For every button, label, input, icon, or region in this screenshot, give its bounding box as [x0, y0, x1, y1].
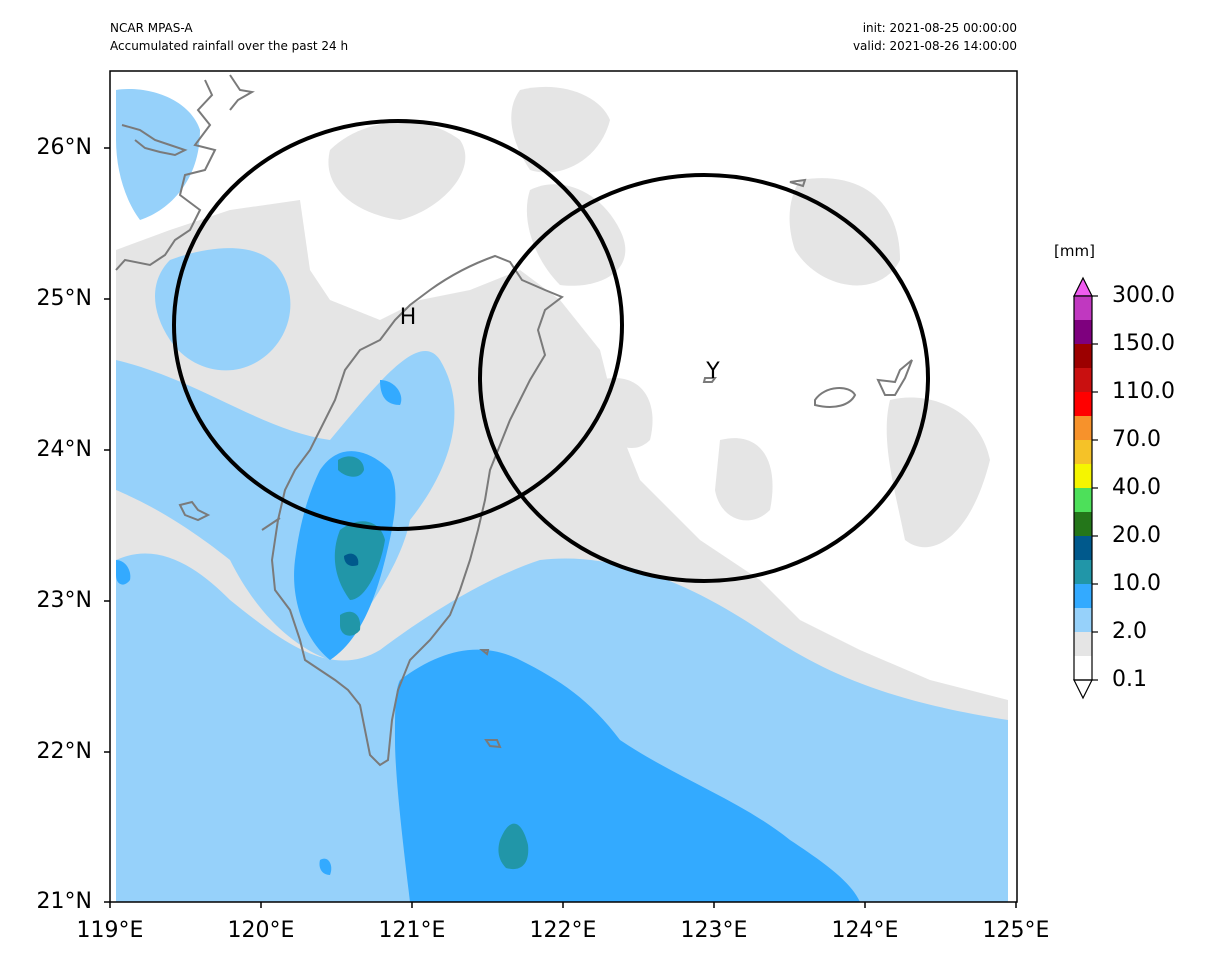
radar-range-ring-y — [478, 173, 930, 583]
y-tick-label: 26°N — [36, 135, 92, 160]
colorbar-label: 20.0 — [1112, 523, 1161, 548]
tick-marks — [104, 147, 1017, 908]
colorbar-extend-min — [1073, 679, 1093, 700]
header-left: NCAR MPAS-A Accumulated rainfall over th… — [110, 19, 348, 55]
colorbar-label: 150.0 — [1112, 331, 1175, 356]
colorbar-label: 300.0 — [1112, 283, 1175, 308]
x-tick-label: 119°E — [76, 918, 144, 943]
y-tick-label: 25°N — [36, 286, 92, 311]
init-time: init: 2021-08-25 00:00:00 — [862, 21, 1017, 35]
header-right: init: 2021-08-25 00:00:00 valid: 2021-08… — [700, 19, 1017, 55]
colorbar-units: [mm] — [1054, 242, 1095, 260]
colorbar-label: 70.0 — [1112, 427, 1161, 452]
colorbar-label: 2.0 — [1112, 619, 1147, 644]
colorbar-label: 40.0 — [1112, 475, 1161, 500]
colorbar-ticks — [1092, 295, 1098, 681]
valid-time: valid: 2021-08-26 14:00:00 — [852, 39, 1017, 53]
x-tick-label: 123°E — [680, 918, 748, 943]
radar-range-ring-h — [172, 119, 624, 531]
colorbar-extend-max — [1073, 276, 1093, 297]
colorbar-label: 110.0 — [1112, 379, 1175, 404]
x-tick-label: 124°E — [831, 918, 899, 943]
colorbar-label: 0.1 — [1112, 667, 1147, 692]
rain-band-teal — [334, 456, 529, 870]
y-tick-label: 24°N — [36, 437, 92, 462]
mainland-coastline — [115, 79, 217, 271]
rainfall-field: H Y — [110, 71, 1017, 902]
x-tick-label: 121°E — [378, 918, 446, 943]
coastlines — [115, 74, 913, 767]
station-label-h: H — [400, 305, 417, 330]
station-label-y: Y — [705, 359, 720, 384]
taiwan-coastline — [270, 254, 564, 767]
model-name: NCAR MPAS-A — [110, 21, 193, 35]
y-tick-label: 23°N — [36, 588, 92, 613]
y-tick-label: 21°N — [36, 889, 92, 914]
x-tick-label: 122°E — [529, 918, 597, 943]
colorbar — [1073, 276, 1098, 700]
colorbar-label: 10.0 — [1112, 571, 1161, 596]
colorbar-segments — [1074, 296, 1092, 680]
field-description: Accumulated rainfall over the past 24 h — [110, 39, 349, 53]
x-tick-label: 120°E — [227, 918, 295, 943]
rain-band-dark-blue — [344, 553, 359, 566]
y-tick-label: 22°N — [36, 739, 92, 764]
x-tick-label: 125°E — [982, 918, 1050, 943]
